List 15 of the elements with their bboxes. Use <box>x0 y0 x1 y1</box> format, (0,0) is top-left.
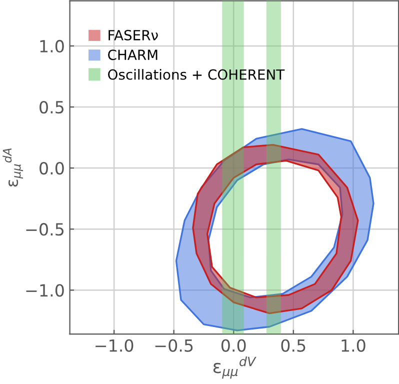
x-tick-label: 0.5 <box>281 339 306 352</box>
band-label: Oscillations + COHERENT <box>108 69 285 80</box>
y-tick-label: 0.5 <box>40 100 64 114</box>
y-tick-label: 0.0 <box>40 162 64 175</box>
x-tick-label: 0.0 <box>221 339 246 352</box>
y-tick-label: 1.0 <box>40 40 64 53</box>
x-tick-label: −0.5 <box>155 339 193 352</box>
legend-label: CHARM <box>108 50 158 60</box>
y-tick-label: −0.5 <box>26 223 64 236</box>
y-tick-label: −1.0 <box>26 284 64 297</box>
legend-label: FASERν <box>108 30 158 40</box>
x-axis-title: ε$_{μμ}$$^{dV}$ <box>213 356 256 379</box>
x-tick-label: −1.0 <box>96 339 134 352</box>
y-axis-title: ε$_{μμ}$$^{dA}$ <box>2 148 24 187</box>
x-tick-label: 1.0 <box>342 339 366 352</box>
